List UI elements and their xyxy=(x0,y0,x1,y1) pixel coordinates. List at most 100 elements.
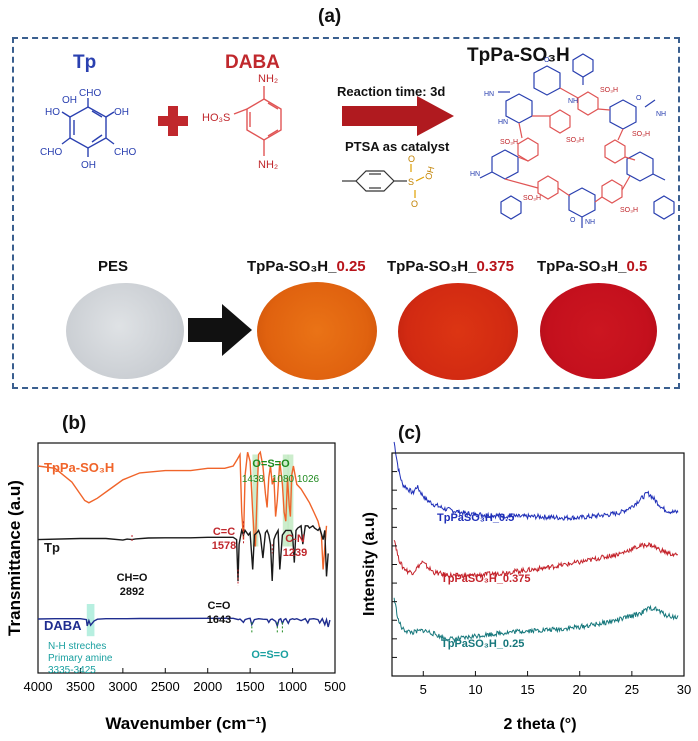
ftir-legend-daba: DABA xyxy=(44,618,82,633)
panel-a-label: (a) xyxy=(318,6,342,27)
xrd-legend-025: TpPaSO₃H_0.25 xyxy=(441,638,524,650)
ftir-nh-line1: N-H streches xyxy=(48,641,106,652)
product-label: TpPa-SO₃H xyxy=(467,45,570,66)
cof-labels: SO₃H SO₃H SO₃H SO₃H SO₃H SO₃H NH NH NH O… xyxy=(470,57,666,226)
ftir-cc-value: 1578 xyxy=(212,540,236,552)
daba-so3h: HO₃S xyxy=(202,112,230,124)
ftir-nh-line2: Primary amine xyxy=(48,653,113,664)
ftir-chart: 4000 3500 3000 2500 2000 1500 1000 500 Wavenumb… xyxy=(5,442,346,733)
ftir-xtick-label-6: 1000 xyxy=(278,679,307,694)
disc-label-05: TpPa-SO₃H_0.5 xyxy=(537,258,648,275)
ftir-cn-label: C-N xyxy=(285,533,305,545)
ftir-legend-tppa: TpPa-SO₃H xyxy=(44,460,114,475)
daba-nh2-bottom: NH₂ xyxy=(258,159,278,171)
tp-oh-topleft: OH xyxy=(62,95,77,106)
ftir-green-band-1 xyxy=(282,454,289,547)
ptsa-s: S xyxy=(408,177,414,187)
tp-oh-bottom: OH xyxy=(81,160,96,171)
tp-label: Tp xyxy=(73,52,97,73)
xrd-xtick-label-2: 15 xyxy=(520,682,534,697)
ftir-xtick-label-0: 4000 xyxy=(24,679,53,694)
panel-c-label: (c) xyxy=(398,423,422,444)
tp-cho-top: CHO xyxy=(79,88,101,99)
disc-label-pes: PES xyxy=(98,258,129,275)
ftir-peak-1438: 1438 xyxy=(242,474,265,485)
ftir-series-2 xyxy=(37,617,331,629)
tp-structure xyxy=(61,98,115,157)
xrd-plot-frame xyxy=(391,452,685,677)
xrd-xtick-label-0: 5 xyxy=(420,682,427,697)
tp-cho-left: CHO xyxy=(40,147,62,158)
daba-structure xyxy=(233,86,282,156)
xrd-xtick-label-4: 25 xyxy=(625,682,639,697)
xrd-series-0 xyxy=(393,441,679,522)
reaction-arrow xyxy=(342,96,454,136)
tp-oh-right: OH xyxy=(114,107,129,118)
cof-so3h-2: SO₃H xyxy=(566,137,584,144)
membrane-arrow xyxy=(188,304,252,356)
ftir-green-band-0 xyxy=(252,454,259,547)
xrd-ylabel: Intensity (a.u) xyxy=(361,512,378,616)
disc-tppa-05 xyxy=(540,283,657,379)
panel-b-label: (b) xyxy=(62,413,87,434)
ftir-xtick-label-2: 3000 xyxy=(108,679,137,694)
cof-so3h-4: SO₃H xyxy=(632,131,650,138)
ftir-xtick-label-3: 2500 xyxy=(151,679,180,694)
disc-pes xyxy=(66,283,184,379)
ptsa-o-top: O xyxy=(408,154,415,164)
ftir-xtick-label-4: 2000 xyxy=(193,679,222,694)
ftir-nh-line3: 3335-3425 xyxy=(48,665,96,676)
ftir-co-value: 1643 xyxy=(207,614,231,626)
disc-tppa-0375 xyxy=(398,283,518,380)
tp-cho-right: CHO xyxy=(114,147,136,158)
cof-so3h-3: SO₃H xyxy=(500,139,518,146)
catalyst-label: PTSA as catalyst xyxy=(345,139,450,154)
reaction-scheme: CHO CHO CHO OH OH OH HO NH₂ NH₂ HO₃S xyxy=(40,53,675,228)
ftir-co-label: C=O xyxy=(208,600,231,612)
reaction-time-label: Reaction time: 3d xyxy=(337,84,446,99)
ftir-peak-1080: 1080 xyxy=(272,474,295,485)
disc-label-0375: TpPa-SO₃H_0.375 xyxy=(387,258,514,275)
disc-tppa-025 xyxy=(257,282,377,380)
daba-label: DABA xyxy=(225,52,280,73)
plus-icon xyxy=(158,106,188,136)
cof-o-2: O xyxy=(636,95,642,102)
ftir-series-0 xyxy=(37,450,328,570)
disc-label-025: TpPa-SO₃H_0.25 xyxy=(247,258,366,275)
xrd-legend-0375: TpPaSO₃H_0.375 xyxy=(441,573,530,585)
cof-so3h-5: SO₃H xyxy=(620,207,638,214)
ftir-xtick-label-5: 1500 xyxy=(236,679,265,694)
tp-ho-left: HO xyxy=(45,107,60,118)
xrd-xtick-label-3: 20 xyxy=(572,682,586,697)
ftir-cc-label: C=C xyxy=(213,526,235,538)
ptsa-sulfonyl xyxy=(410,164,425,198)
xrd-chart: 5 10 15 20 25 30 2 theta (°) Intensity (a.u) … xyxy=(361,441,691,733)
xrd-series-2 xyxy=(393,597,679,644)
ptsa-structure xyxy=(342,170,407,192)
ftir-xtick-label-7: 500 xyxy=(324,679,346,694)
ftir-oso-bottom: O=S=O xyxy=(251,649,289,661)
ftir-legend-tp: Tp xyxy=(44,540,60,555)
ftir-peak-1026: 1026 xyxy=(297,474,320,485)
ftir-ylabel: Transmittance (a.u) xyxy=(5,480,24,636)
ftir-series-1 xyxy=(37,524,329,582)
ftir-xtick-label-1: 3500 xyxy=(66,679,95,694)
daba-nh2-top: NH₂ xyxy=(258,73,278,85)
ftir-xlabel: Wavenumber (cm⁻¹) xyxy=(105,714,266,733)
xrd-xlabel: 2 theta (°) xyxy=(503,716,576,733)
ptsa-oh: OH xyxy=(423,165,436,181)
ftir-plot-frame xyxy=(37,442,336,674)
panel-a-frame xyxy=(12,37,680,389)
cof-so3h-1: SO₃H xyxy=(600,87,618,94)
cof-o-3: O xyxy=(570,217,576,224)
cof-structure xyxy=(479,53,675,228)
cof-nh-3: NH xyxy=(585,219,595,226)
cof-hn-2: HN xyxy=(470,171,480,178)
xrd-series-1 xyxy=(393,539,678,580)
cof-nh-2: NH xyxy=(656,111,666,118)
xrd-legend-05: TpPaSO₃H_0.5 xyxy=(437,512,514,524)
cof-hn-1: HN xyxy=(484,91,494,98)
ftir-cho-label: CH=O xyxy=(117,572,148,584)
cof-so3h-6: SO₃H xyxy=(523,195,541,202)
xrd-xtick-label-5: 30 xyxy=(677,682,691,697)
